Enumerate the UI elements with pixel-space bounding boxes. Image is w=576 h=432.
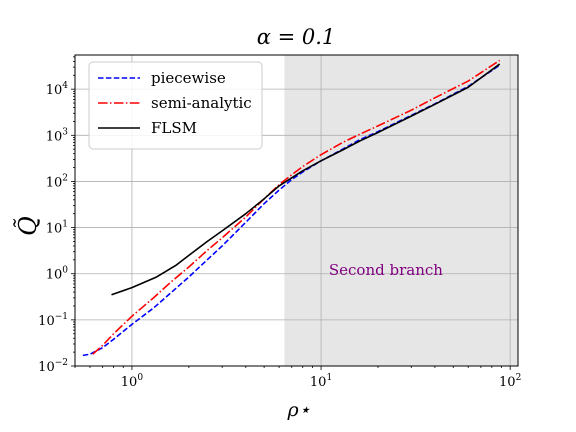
chart-title: α = 0.1 [257,25,336,49]
x-tick-label: 101 [310,373,332,390]
y-axis-label: Q̃ [14,216,42,236]
tick-layer: 100 101 102 10−2 10−1 100 101 102 103 104 [38,56,521,390]
legend-label-piecewise: piecewise [151,69,226,87]
y-tick-label: 10−2 [38,358,68,375]
series-line-flsm [111,63,501,296]
series-line-piecewise [82,64,501,357]
shaded-region-label: Second branch [329,261,443,279]
y-tick-label: 102 [46,173,68,190]
legend: piecewise semi-analytic FLSM [88,61,263,150]
y-tick-label: 100 [46,266,69,283]
x-tick-label: 102 [499,373,521,390]
shaded-region-layer [284,55,518,366]
axes-frame [74,54,519,367]
legend-label-flsm: FLSM [151,119,197,137]
y-tick-label: 101 [46,220,68,237]
x-tick-label: 100 [121,373,144,390]
text-layer: α = 0.1 ρ⋆ Q̃ Second branch [14,25,444,421]
y-tick-label: 103 [46,127,69,144]
x-axis-label: ρ⋆ [286,399,310,421]
legend-label-semi-analytic: semi-analytic [151,94,252,112]
shaded-region [284,55,518,366]
y-tick-label: 104 [46,81,69,98]
series-layer [82,59,501,357]
y-tick-label: 10−1 [38,312,68,329]
axes-frame-layer [74,54,519,367]
